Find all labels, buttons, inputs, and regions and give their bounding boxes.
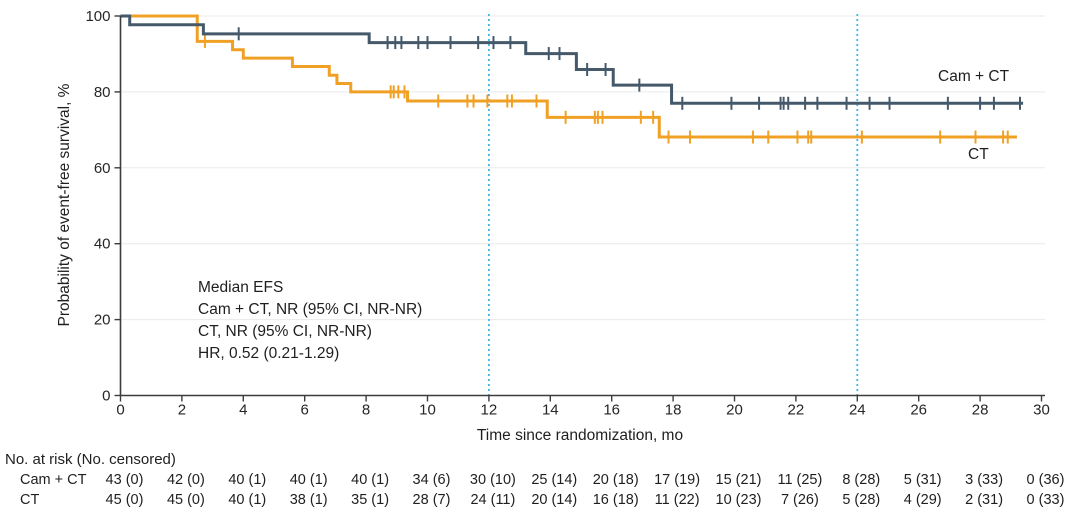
risk-value-ct-4mo: 40 (1) xyxy=(228,492,267,508)
x-tick-label-0: 0 xyxy=(116,402,124,419)
x-tick-label-28: 28 xyxy=(972,402,989,419)
y-tick-label-80: 80 xyxy=(94,84,111,101)
y-tick-label-0: 0 xyxy=(102,388,110,405)
risk-value-ct-22mo: 7 (26) xyxy=(780,492,819,508)
risk-row-label-ct: CT xyxy=(20,492,40,508)
risk-row-camct: Cam + CT 43 (0) 42 (0) 40 (1) 40 (1) 40 (1) 3… xyxy=(0,472,1080,492)
x-tick-label-12: 12 xyxy=(481,402,498,419)
y-tick-label-60: 60 xyxy=(94,160,111,177)
risk-value-ct-8mo: 35 (1) xyxy=(351,492,390,508)
y-axis-title: Probability of event-free survival, % xyxy=(56,83,73,327)
risk-value-ct-16mo: 16 (18) xyxy=(592,492,639,508)
series-label-ct: CT xyxy=(968,146,989,163)
risk-value-camct-18mo: 17 (19) xyxy=(654,472,701,488)
series-ct-curve xyxy=(120,14,1017,139)
y-tick-label-100: 100 xyxy=(85,8,110,25)
y-tick-label-20: 20 xyxy=(94,312,111,329)
risk-value-ct-28mo: 2 (31) xyxy=(965,492,1004,508)
x-tick-label-6: 6 xyxy=(301,402,309,419)
risk-value-ct-2mo: 45 (0) xyxy=(166,492,205,508)
risk-table-header: No. at risk (No. censored) xyxy=(5,451,176,468)
risk-value-ct-20mo: 10 (23) xyxy=(715,492,762,508)
risk-value-camct-4mo: 40 (1) xyxy=(228,472,267,488)
risk-value-camct-24mo: 8 (28) xyxy=(842,472,881,488)
x-tick-label-4: 4 xyxy=(239,402,247,419)
annotation-line-4: HR, 0.52 (0.21-1.29) xyxy=(198,345,340,362)
risk-value-ct-12mo: 24 (11) xyxy=(470,492,516,508)
risk-value-camct-8mo: 40 (1) xyxy=(351,472,390,488)
risk-value-camct-14mo: 25 (14) xyxy=(531,472,578,488)
risk-value-camct-12mo: 30 (10) xyxy=(469,472,516,488)
median-efs-annotation: Median EFS Cam + CT, NR (95% CI, NR-NR) … xyxy=(198,277,422,365)
series-camct-curve xyxy=(120,14,1024,105)
risk-value-ct-30mo: 0 (33) xyxy=(1026,492,1065,508)
risk-value-camct-26mo: 5 (31) xyxy=(903,472,942,488)
risk-value-camct-28mo: 3 (33) xyxy=(965,472,1004,488)
x-tick-label-10: 10 xyxy=(419,402,436,419)
x-tick-label-8: 8 xyxy=(362,402,370,419)
x-tick-label-18: 18 xyxy=(665,402,682,419)
risk-row-label-camct: Cam + CT xyxy=(20,472,87,488)
risk-value-ct-18mo: 11 (22) xyxy=(654,492,700,508)
risk-value-camct-22mo: 11 (25) xyxy=(777,472,823,488)
risk-row-ct: CT 45 (0) 45 (0) 40 (1) 38 (1) 35 (1) 28 (7) 2… xyxy=(0,492,1080,512)
x-tick-label-20: 20 xyxy=(726,402,743,419)
x-tick-label-24: 24 xyxy=(849,402,866,419)
x-tick-label-2: 2 xyxy=(178,402,186,419)
series-label-camct: Cam + CT xyxy=(938,68,1010,85)
y-tick-label-40: 40 xyxy=(94,236,111,253)
annotation-line-2: Cam + CT, NR (95% CI, NR-NR) xyxy=(198,301,423,318)
annotation-line-3: CT, NR (95% CI, NR-NR) xyxy=(198,323,372,340)
risk-value-camct-10mo: 34 (6) xyxy=(412,472,451,488)
x-tick-label-16: 16 xyxy=(603,402,620,419)
risk-value-ct-10mo: 28 (7) xyxy=(412,492,451,508)
x-tick-label-30: 30 xyxy=(1033,402,1050,419)
risk-value-ct-14mo: 20 (14) xyxy=(531,492,578,508)
x-tick-label-26: 26 xyxy=(910,402,927,419)
risk-value-ct-24mo: 5 (28) xyxy=(842,492,881,508)
risk-value-camct-2mo: 42 (0) xyxy=(166,472,205,488)
risk-value-camct-30mo: 0 (36) xyxy=(1026,472,1065,488)
risk-value-ct-0mo: 45 (0) xyxy=(105,492,144,508)
risk-value-camct-20mo: 15 (21) xyxy=(715,472,762,488)
risk-value-ct-26mo: 4 (29) xyxy=(903,492,942,508)
x-tick-label-14: 14 xyxy=(542,402,559,419)
risk-value-camct-6mo: 40 (1) xyxy=(289,472,328,488)
risk-value-camct-0mo: 43 (0) xyxy=(105,472,144,488)
x-tick-label-22: 22 xyxy=(788,402,805,419)
x-axis-title: Time since randomization, mo xyxy=(476,427,684,444)
risk-value-camct-16mo: 20 (18) xyxy=(592,472,639,488)
annotation-line-1: Median EFS xyxy=(198,279,284,296)
risk-value-ct-6mo: 38 (1) xyxy=(289,492,328,508)
